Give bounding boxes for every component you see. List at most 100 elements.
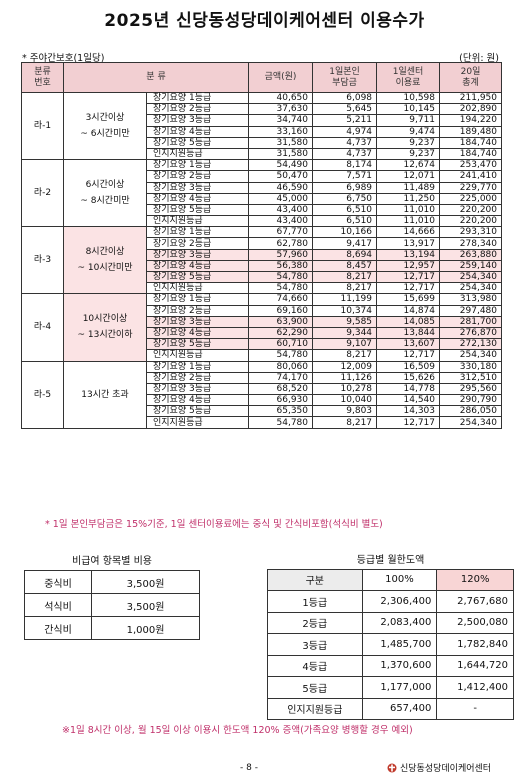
table-row: 라-3 8시간이상 ~ 10시간미만 장기요양 1등급 67,770 10,166 14,… bbox=[21, 226, 503, 295]
total-cell: 229,770 bbox=[439, 181, 503, 194]
center-fee-cell: 10,598 bbox=[376, 91, 441, 105]
header-total: 20일 총계 bbox=[439, 62, 503, 93]
total-cell: 272,130 bbox=[439, 338, 503, 351]
total-cell: 286,050 bbox=[439, 405, 503, 418]
limit-row: 1등급 2,306,400 2,767,680 bbox=[267, 590, 514, 613]
unit-label: (단위: 원) bbox=[459, 53, 499, 64]
table-row: 장기요양 4등급 66,930 10,040 14,540 290,790 bbox=[22, 394, 503, 407]
amount-cell: 54,780 bbox=[248, 270, 314, 284]
service-name: 장기요양 5등급 bbox=[145, 270, 250, 284]
center-fee-cell: 9,237 bbox=[376, 136, 441, 149]
amount-cell: 60,710 bbox=[248, 338, 314, 351]
amount-cell: 74,660 bbox=[248, 293, 314, 306]
copay-cell: 12,009 bbox=[312, 360, 378, 373]
service-type-label: * 주야간보호(1일당) bbox=[22, 53, 105, 64]
limit-grade: 3등급 bbox=[267, 633, 363, 656]
service-name: 장기요양 4등급 bbox=[145, 125, 250, 138]
copay-cell: 10,374 bbox=[312, 304, 378, 317]
copay-cell: 6,750 bbox=[312, 192, 378, 205]
center-fee-cell: 9,237 bbox=[376, 147, 441, 161]
group-hours: 10시간이상 ~ 13시간이하 bbox=[63, 293, 147, 362]
center-fee-cell: 12,717 bbox=[376, 282, 441, 295]
service-name: 인지지원등급 bbox=[145, 282, 250, 295]
amount-cell: 46,590 bbox=[248, 181, 314, 194]
limit-120-value: 1,644,720 bbox=[436, 654, 514, 677]
center-fee-cell: 12,674 bbox=[376, 159, 441, 172]
service-name: 장기요양 4등급 bbox=[145, 192, 250, 205]
total-cell: 184,740 bbox=[439, 147, 503, 161]
table-row: 장기요양 5등급 54,780 8,217 12,717 254,340 bbox=[22, 270, 503, 284]
limit-header-grade: 구분 bbox=[267, 568, 363, 591]
center-fee-cell: 13,917 bbox=[376, 237, 441, 250]
table-row: 라-1 3시간이상 ~ 6시간미만 장기요양 1등급 40,650 6,098 10,59… bbox=[21, 91, 503, 161]
amount-cell: 54,490 bbox=[248, 159, 314, 172]
amount-cell: 74,170 bbox=[248, 371, 314, 384]
total-cell: 313,980 bbox=[439, 293, 503, 306]
copay-cell: 9,417 bbox=[312, 237, 378, 250]
table-row: 장기요양 5등급 31,580 4,737 9,237 184,740 bbox=[22, 136, 503, 149]
service-name: 장기요양 5등급 bbox=[145, 136, 250, 149]
service-name: 인지지원등급 bbox=[145, 416, 250, 429]
copay-cell: 8,694 bbox=[312, 248, 378, 261]
copay-cell: 6,098 bbox=[312, 91, 378, 105]
center-fee-cell: 13,607 bbox=[376, 338, 441, 351]
center-fee-cell: 14,666 bbox=[376, 226, 441, 239]
total-cell: 220,200 bbox=[439, 215, 503, 228]
limit-120-value: - bbox=[436, 697, 514, 720]
copay-cell: 11,199 bbox=[312, 293, 378, 306]
limit-row: 인지지원등급 657,400- bbox=[267, 697, 514, 720]
service-name: 장기요양 1등급 bbox=[145, 293, 250, 306]
footer-logo: 신당동성당데이케어센터 bbox=[387, 761, 491, 774]
amount-cell: 57,960 bbox=[248, 248, 314, 261]
nonpay-label: 중식비 bbox=[24, 570, 92, 594]
table-row: 장기요양 2등급 50,470 7,571 12,071 241,410 bbox=[22, 170, 503, 183]
table-row: 라-2 6시간이상 ~ 8시간미만 장기요양 1등급 54,490 8,174 12,67… bbox=[21, 159, 503, 228]
copay-cell: 9,344 bbox=[312, 326, 378, 340]
table-row: 장기요양 3등급 46,590 6,989 11,489 229,770 bbox=[22, 181, 503, 194]
center-fee-cell: 12,717 bbox=[376, 349, 441, 362]
limit-100-value: 2,306,400 bbox=[361, 590, 438, 613]
amount-cell: 67,770 bbox=[248, 226, 314, 239]
table-row: 장기요양 5등급 43,400 6,510 11,010 220,200 bbox=[22, 203, 503, 217]
service-name: 장기요양 5등급 bbox=[145, 203, 250, 217]
center-fee-cell: 14,778 bbox=[376, 382, 441, 396]
service-name: 장기요양 2등급 bbox=[145, 304, 250, 317]
monthly-limit-table: 등급별 월한도액 구분 100% 120% 1등급 2,306,400 2,767,… bbox=[267, 548, 514, 720]
service-name: 장기요양 3등급 bbox=[145, 382, 250, 396]
service-name: 장기요양 3등급 bbox=[145, 181, 250, 194]
copay-cell: 5,211 bbox=[312, 114, 378, 127]
amount-cell: 66,930 bbox=[248, 394, 314, 407]
total-cell: 202,890 bbox=[439, 103, 503, 116]
total-cell: 312,510 bbox=[439, 371, 503, 384]
cross-logo-icon bbox=[387, 763, 397, 773]
limit-row: 4등급 1,370,600 1,644,720 bbox=[267, 654, 514, 677]
table-row: 라-5 13시간 초과 장기요양 1등급 80,060 12,009 16,509 330,… bbox=[21, 360, 503, 429]
group-code: 라-3 bbox=[21, 226, 64, 295]
group-hours: 13시간 초과 bbox=[63, 360, 147, 429]
total-cell: 295,560 bbox=[439, 382, 503, 396]
header-center-fee: 1일센터 이용료 bbox=[376, 62, 441, 93]
amount-cell: 45,000 bbox=[248, 192, 314, 205]
nonpay-label: 간식비 bbox=[24, 616, 92, 640]
limit-grade: 5등급 bbox=[267, 676, 363, 699]
amount-cell: 37,630 bbox=[248, 103, 314, 116]
amount-cell: 65,350 bbox=[248, 405, 314, 418]
limit-row: 3등급 1,485,700 1,782,840 bbox=[267, 633, 514, 656]
service-name: 장기요양 2등급 bbox=[145, 170, 250, 183]
total-cell: 290,790 bbox=[439, 394, 503, 407]
limit-grade: 1등급 bbox=[267, 590, 363, 613]
center-fee-cell: 12,957 bbox=[376, 259, 441, 273]
limit-row: 2등급 2,083,400 2,500,080 bbox=[267, 611, 514, 634]
amount-cell: 68,520 bbox=[248, 382, 314, 396]
center-fee-cell: 12,717 bbox=[376, 416, 441, 429]
center-fee-cell: 15,699 bbox=[376, 293, 441, 306]
total-cell: 225,000 bbox=[439, 192, 503, 205]
total-cell: 254,340 bbox=[439, 416, 503, 429]
page-title: 2025년 신당동성당데이케어센터 이용수가 bbox=[104, 11, 425, 31]
service-name: 장기요양 2등급 bbox=[145, 237, 250, 250]
amount-cell: 34,740 bbox=[248, 114, 314, 127]
total-cell: 189,480 bbox=[439, 125, 503, 138]
center-fee-cell: 11,010 bbox=[376, 203, 441, 217]
nonpay-row: 중식비 3,500원 bbox=[24, 570, 200, 594]
copay-cell: 9,585 bbox=[312, 315, 378, 328]
